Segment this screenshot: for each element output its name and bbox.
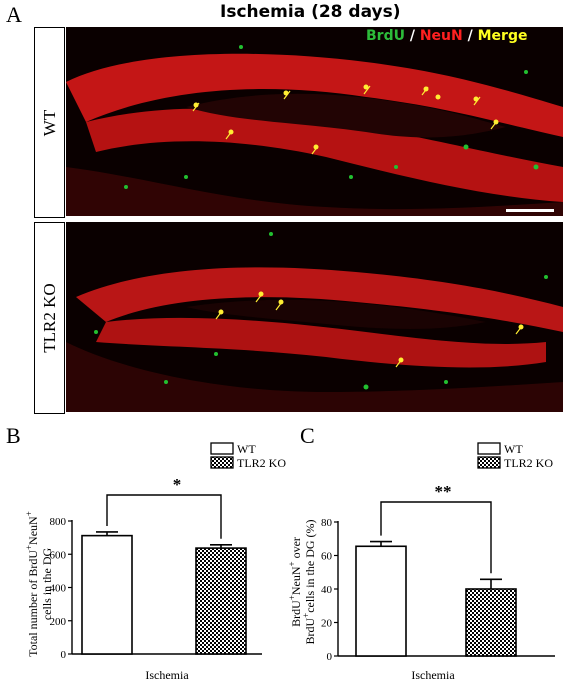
legend-c: WT TLR2 KO [477,442,553,470]
legend-c-wt-label: WT [504,442,523,456]
channel-legend: BrdU / NeuN / Merge [366,28,527,44]
chart-b-bar-ko [195,547,247,655]
legend-c-ko-swatch [477,456,501,469]
chart-c-bar-wt [355,545,407,657]
panel-a-title: Ischemia (28 days) [220,2,401,22]
legend-sep-1: / [409,28,415,44]
chart-c-bar-ko [465,588,517,657]
chart-c-ytick-label: 60 [321,551,333,563]
chart-b-significance: * [173,475,182,494]
legend-brdu: BrdU [366,28,405,44]
legend-b-wt-swatch [210,442,234,455]
chart-b-bar-wt [81,534,133,655]
legend-b-wt-label: WT [237,442,256,456]
legend-b-ko-label: TLR2 KO [237,456,286,470]
chart-b-ytick-label: 600 [50,549,67,561]
chart-c-ytick-label: 80 [321,517,333,529]
panel-c-letter: C [300,423,315,448]
panel-a-letter: A [6,2,22,27]
chart-b-ytick-label: 800 [50,516,67,528]
chart-b-ylabel-2: cells in the DG [40,548,54,621]
chart-b-ytick-label: 200 [50,616,67,628]
legend-b: WT TLR2 KO [210,442,286,470]
legend-c-ko-label: TLR2 KO [504,456,553,470]
chart-b-ytick-label: 0 [61,649,67,661]
chart-c-ylabel-2: BrdU+cells in the DG (%) [301,519,317,644]
row-label-ko-box: TLR2 KO [34,222,65,414]
micrograph-wt [66,27,563,216]
legend-neun: NeuN [419,28,463,44]
chart-b-ytick-label: 400 [50,583,67,595]
chart-b: 0 200 400 600 800 * Ischemia [50,475,262,682]
chart-c-ytick-label: 40 [321,584,333,596]
chart-c-ytick-label: 20 [321,618,333,630]
micrograph-wt-svg [66,27,563,216]
micrograph-ko [66,222,563,412]
row-label-wt-box: WT [34,27,65,218]
micrograph-ko-svg [66,222,563,412]
legend-merge: Merge [477,28,528,44]
legend-b-ko-swatch [210,456,234,469]
chart-c-ylabel-1: BrdU+NeuN+over [287,537,303,627]
chart-c-ytick-label: 0 [327,651,333,663]
chart-b-significance-bracket [106,494,222,539]
legend-c-wt-swatch [477,442,501,455]
legend-sep-2: / [467,28,473,44]
chart-c-xlabel: Ischemia [411,668,455,682]
chart-b-ylabel-1: Total number of BrdU+NeuN+ [24,511,40,657]
chart-c-significance-bracket [380,501,492,574]
chart-c-significance: ** [435,482,452,501]
chart-b-xlabel: Ischemia [145,668,189,682]
chart-c: 0 20 40 60 80 ** Ischemia [321,482,555,682]
panel-b-letter: B [6,423,21,448]
